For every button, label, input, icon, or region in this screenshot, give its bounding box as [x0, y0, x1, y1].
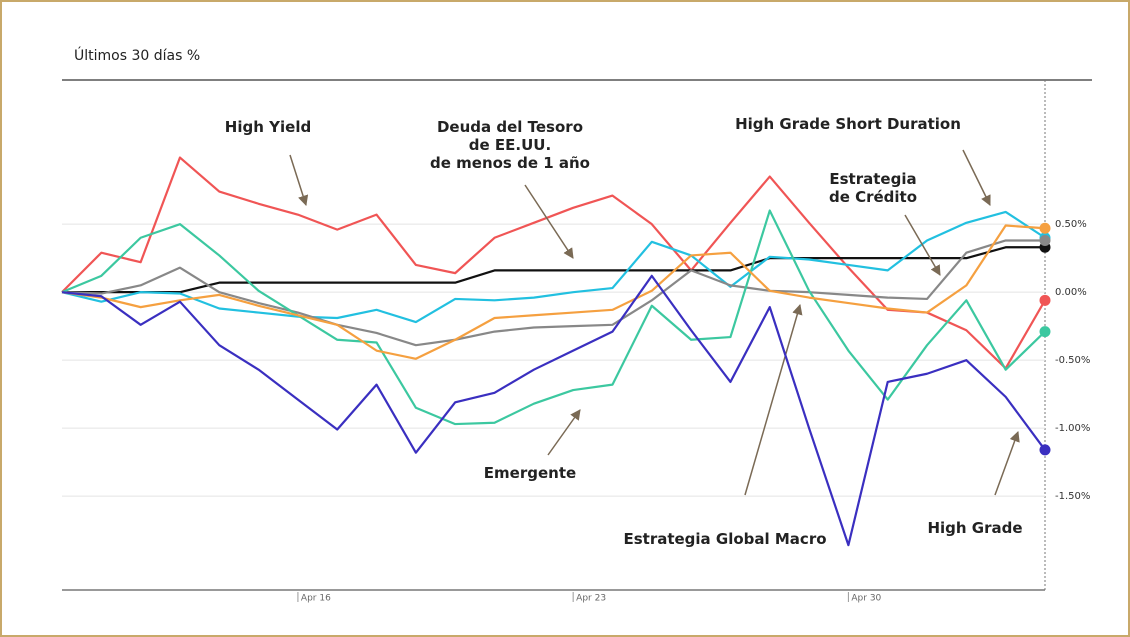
series-line [62, 246, 1045, 294]
series-label: Deuda del Tesoro de EE.UU. de menos de 1… [430, 118, 590, 172]
y-tick-label: 0.50% [1055, 219, 1087, 230]
series-label: High Yield [224, 118, 312, 136]
series-label: Estrategia Global Macro [623, 530, 827, 548]
arrow [744, 303, 803, 496]
arrow [994, 431, 1020, 496]
y-tick-label: -1.50% [1055, 491, 1090, 502]
arrow [524, 184, 574, 259]
x-tick-label: Apr 23 [576, 594, 606, 604]
series-line [61, 209, 1046, 426]
arrow [904, 214, 941, 276]
x-tick-label: Apr 30 [851, 594, 881, 604]
end-marker [1039, 222, 1051, 234]
series-line [61, 274, 1046, 547]
chart-title: Últimos 30 días % [74, 48, 201, 64]
series-label: High Grade Short Duration [735, 115, 961, 133]
end-marker [1039, 326, 1051, 338]
series-label: High Grade [927, 519, 1023, 537]
arrow [289, 154, 309, 207]
series-label: Estrategia de Crédito [828, 170, 918, 206]
series-line [61, 156, 1046, 370]
y-tick-label: -1.00% [1055, 423, 1090, 434]
x-tick-label: Apr 16 [301, 594, 331, 604]
arrow [962, 149, 991, 206]
end-marker [1039, 294, 1051, 306]
series-line [61, 239, 1045, 347]
series-line [61, 224, 1046, 360]
end-marker [1039, 234, 1051, 246]
y-tick-label: -0.50% [1055, 355, 1090, 366]
arrow [547, 409, 581, 456]
series-line [61, 210, 1046, 324]
y-tick-label: 0.00% [1055, 287, 1087, 298]
series-label: Emergente [483, 464, 577, 482]
end-marker [1039, 444, 1051, 456]
